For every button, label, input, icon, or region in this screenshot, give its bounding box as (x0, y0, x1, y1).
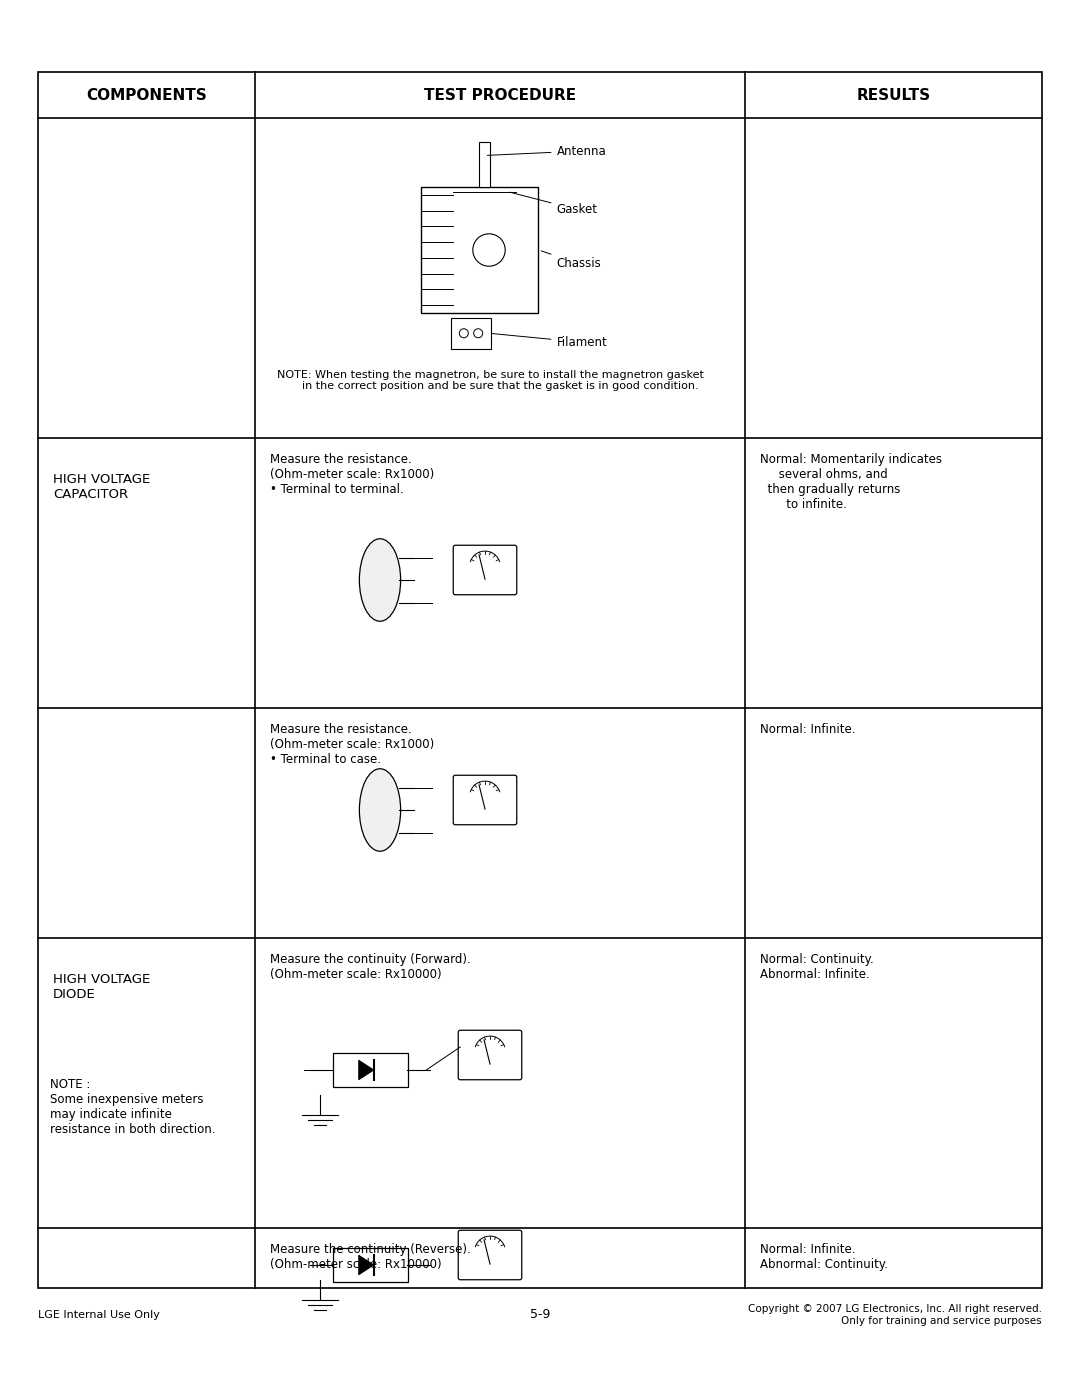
Bar (450, 318, 491, 348)
Text: Normal: Infinite.: Normal: Infinite. (760, 723, 855, 736)
Text: Normal: Continuity.
Abnormal: Infinite.: Normal: Continuity. Abnormal: Infinite. (760, 953, 874, 981)
Text: Gasket: Gasket (510, 192, 597, 215)
Bar (38, 71, 1042, 1288)
Polygon shape (359, 1255, 374, 1274)
Polygon shape (359, 1060, 374, 1080)
Text: Measure the continuity (Reverse).
(Ohm-meter scale: Rx10000): Measure the continuity (Reverse). (Ohm-m… (270, 1242, 471, 1272)
Text: Antenna: Antenna (487, 144, 606, 158)
Text: Measure the continuity (Forward).
(Ohm-meter scale: Rx10000): Measure the continuity (Forward). (Ohm-m… (270, 953, 471, 981)
FancyBboxPatch shape (454, 775, 516, 825)
Text: NOTE :
Some inexpensive meters
may indicate infinite
resistance in both directio: NOTE : Some inexpensive meters may indic… (50, 1079, 216, 1136)
Ellipse shape (360, 768, 401, 851)
Bar (333, 1053, 407, 1087)
Ellipse shape (360, 539, 401, 621)
Text: Copyright © 2007 LG Electronics, Inc. All right reserved.
Only for training and : Copyright © 2007 LG Electronics, Inc. Al… (748, 1304, 1042, 1326)
Text: TEST PROCEDURE: TEST PROCEDURE (424, 88, 576, 102)
Text: Measure the resistance.
(Ohm-meter scale: Rx1000)
• Terminal to case.: Measure the resistance. (Ohm-meter scale… (270, 723, 434, 767)
FancyBboxPatch shape (458, 1030, 522, 1080)
Text: Filament: Filament (491, 333, 607, 348)
FancyBboxPatch shape (454, 546, 516, 595)
Text: LGE Internal Use Only: LGE Internal Use Only (38, 1309, 160, 1321)
FancyBboxPatch shape (458, 1230, 522, 1280)
Text: Chassis: Chassis (541, 250, 602, 270)
Bar (333, 1248, 407, 1281)
Text: COMPONENTS: COMPONENTS (86, 88, 207, 102)
Text: Normal: Momentarily indicates
     several ohms, and
  then gradually returns
  : Normal: Momentarily indicates several oh… (760, 453, 942, 511)
Text: Normal: Infinite.
Abnormal: Continuity.: Normal: Infinite. Abnormal: Continuity. (760, 1242, 888, 1272)
Text: NOTE: When testing the magnetron, be sure to install the magnetron gasket
      : NOTE: When testing the magnetron, be sur… (276, 369, 703, 392)
Bar (480, 143, 490, 187)
Text: HIGH VOLTAGE
DIODE: HIGH VOLTAGE DIODE (53, 972, 150, 1002)
Text: 5-9: 5-9 (530, 1308, 550, 1322)
Text: HIGH VOLTAGE
CAPACITOR: HIGH VOLTAGE CAPACITOR (53, 473, 150, 501)
Text: RESULTS: RESULTS (856, 88, 931, 102)
Text: Measure the resistance.
(Ohm-meter scale: Rx1000)
• Terminal to terminal.: Measure the resistance. (Ohm-meter scale… (270, 453, 434, 497)
